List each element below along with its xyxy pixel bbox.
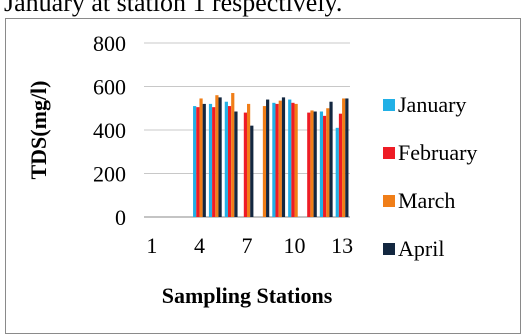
bar-march-station-13 bbox=[342, 98, 346, 217]
x-axis-ticks: 1 4 7 10 13 bbox=[146, 233, 353, 258]
caption-text: January at station 1 respectively. bbox=[4, 0, 343, 17]
y-tick-label: 400 bbox=[93, 118, 126, 143]
bar-april-station-4 bbox=[202, 103, 206, 217]
legend-label-march: March bbox=[398, 188, 455, 213]
bar-february-station-11 bbox=[307, 112, 311, 217]
bar-march-station-7 bbox=[247, 103, 251, 217]
bar-february-station-7 bbox=[243, 112, 247, 217]
legend-label-april: April bbox=[398, 236, 444, 261]
bar-april-station-13 bbox=[345, 98, 349, 217]
bar-april-station-6 bbox=[234, 111, 238, 217]
x-tick-label: 7 bbox=[242, 233, 253, 258]
bar-april-station-11 bbox=[313, 111, 317, 217]
y-tick-label: 800 bbox=[93, 31, 126, 56]
legend-swatch-april bbox=[383, 243, 395, 255]
y-axis-title: TDS(mg/l) bbox=[26, 81, 51, 180]
bar-january-station-6 bbox=[224, 101, 228, 217]
bar-march-station-8 bbox=[262, 106, 267, 217]
bar-january-station-4 bbox=[193, 106, 197, 217]
y-axis-ticks: 0 200 400 600 800 bbox=[93, 31, 126, 230]
bar-january-station-12 bbox=[319, 111, 324, 217]
bar-february-station-10 bbox=[291, 102, 295, 217]
x-tick-label: 4 bbox=[194, 233, 205, 258]
legend-label-january: January bbox=[398, 92, 466, 117]
legend: January February March April bbox=[383, 92, 477, 261]
y-tick-label: 600 bbox=[93, 75, 126, 100]
bar-march-station-4 bbox=[199, 98, 203, 217]
bar-february-station-13 bbox=[338, 113, 343, 217]
bar-march-station-6 bbox=[231, 93, 235, 217]
bar-january-station-10 bbox=[288, 99, 292, 217]
bar-april-station-7 bbox=[250, 125, 254, 217]
x-tick-label: 13 bbox=[331, 233, 353, 258]
bar-january-station-5 bbox=[208, 103, 213, 217]
x-tick-label: 1 bbox=[146, 233, 157, 258]
bar-march-station-5 bbox=[215, 95, 219, 217]
bar-april-station-8 bbox=[266, 99, 270, 217]
bar-february-station-4 bbox=[196, 107, 200, 217]
legend-swatch-january bbox=[383, 99, 395, 111]
legend-swatch-march bbox=[383, 195, 395, 207]
y-tick-label: 0 bbox=[115, 205, 126, 230]
legend-label-february: February bbox=[398, 140, 477, 165]
legend-swatch-february bbox=[383, 147, 395, 159]
bar-february-station-6 bbox=[227, 106, 232, 217]
bar-april-station-12 bbox=[329, 101, 333, 217]
bar-january-station-13 bbox=[335, 127, 339, 217]
bar-april-station-5 bbox=[218, 97, 222, 217]
y-tick-label: 200 bbox=[93, 162, 126, 187]
bar-march-station-10 bbox=[294, 103, 298, 217]
x-tick-label: 10 bbox=[284, 233, 306, 258]
x-axis-title: Sampling Stations bbox=[162, 283, 333, 308]
chart-frame: 0 200 400 600 800 1 4 7 10 13 TDS(mg/l) Sampling… bbox=[5, 18, 521, 334]
bar-february-station-12 bbox=[323, 115, 327, 217]
bar-february-station-9 bbox=[275, 103, 279, 217]
bar-february-station-5 bbox=[212, 107, 216, 217]
bar-march-station-11 bbox=[310, 110, 314, 217]
bar-march-station-9 bbox=[278, 100, 282, 217]
bar-march-station-12 bbox=[326, 108, 330, 217]
bars bbox=[193, 93, 349, 217]
tds-bar-chart: 0 200 400 600 800 1 4 7 10 13 TDS(mg/l) Sampling… bbox=[26, 31, 477, 308]
bar-april-station-9 bbox=[281, 97, 286, 217]
bar-january-station-9 bbox=[272, 102, 276, 217]
